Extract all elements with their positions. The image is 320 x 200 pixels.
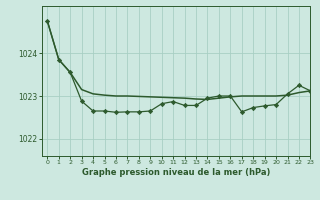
X-axis label: Graphe pression niveau de la mer (hPa): Graphe pression niveau de la mer (hPa) [82,168,270,177]
